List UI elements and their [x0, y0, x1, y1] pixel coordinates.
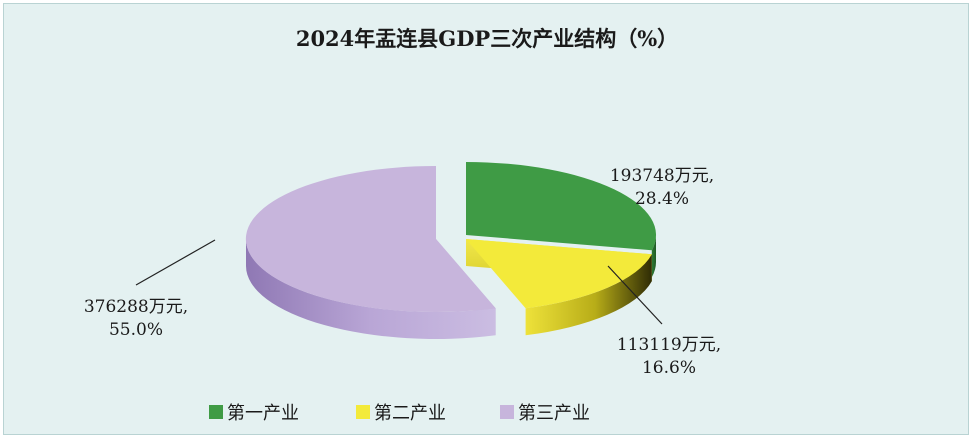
legend-swatch-primary [209, 405, 223, 419]
data-label-secondary-percent: 16.6% [642, 358, 696, 378]
chart-title: 2024年盂连县GDP三次产业结构（%） [296, 26, 678, 51]
chart-frame: 2024年盂连县GDP三次产业结构（%） 193748万元, 28.4% 113… [3, 3, 969, 435]
legend-swatch-secondary [356, 405, 370, 419]
data-label-primary-value: 193748万元, [610, 166, 714, 186]
data-label-tertiary-percent: 55.0% [109, 320, 163, 340]
data-label-secondary-value: 113119万元, [617, 335, 721, 355]
pie-slice-tertiary-side [246, 239, 496, 339]
pie-slice-secondary-top [466, 239, 652, 309]
legend-swatch-tertiary [500, 405, 514, 419]
legend-label-secondary: 第二产业 [374, 403, 446, 424]
legend-label-tertiary: 第三产业 [518, 403, 590, 424]
data-label-primary-percent: 28.4% [635, 189, 689, 209]
pie-slice-secondary [466, 239, 652, 336]
data-label-tertiary-value: 376288万元, [84, 297, 188, 317]
pie-slice-tertiary-top [245, 165, 496, 312]
pie-slice-primary-side [651, 235, 656, 278]
pie-slice-secondary-side [525, 254, 652, 336]
pie-slice-tertiary [245, 165, 496, 339]
leader-line-tertiary [135, 239, 216, 286]
legend-label-primary: 第一产业 [227, 403, 299, 424]
leader-line-secondary [607, 265, 663, 325]
legend: 第一产业 第二产业 第三产业 [209, 403, 590, 424]
pie-slice-primary [466, 161, 657, 278]
pie-slice-primary-top [466, 161, 657, 251]
pie-chart: 2024年盂连县GDP三次产业结构（%） 193748万元, 28.4% 113… [84, 26, 721, 424]
